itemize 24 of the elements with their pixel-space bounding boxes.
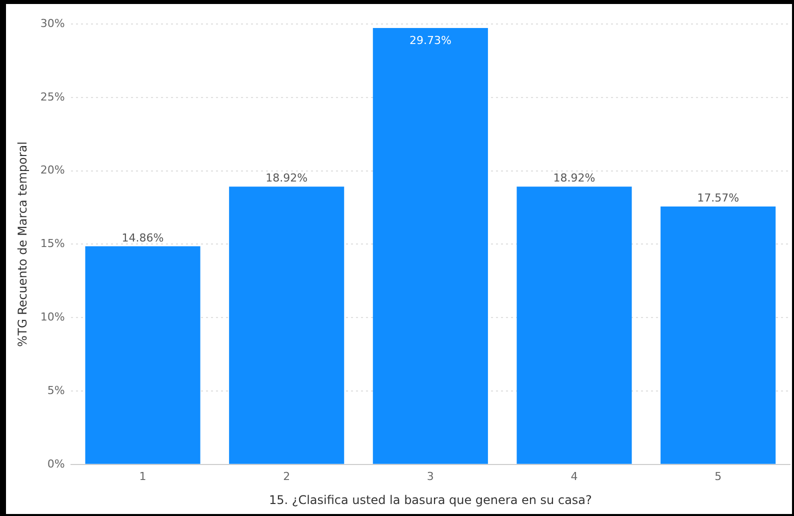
data-label: 17.57% [697,191,740,204]
y-tick-label: 30% [40,16,65,30]
x-tick-label: 3 [426,470,434,483]
y-tick-label: 25% [40,90,65,104]
bar [372,28,488,464]
x-tick-label: 1 [139,470,146,483]
data-label: 18.92% [266,172,308,185]
y-tick-label: 10% [40,310,65,324]
y-tick-label: 20% [40,164,65,177]
data-label: 14.86% [122,231,164,244]
bar [85,246,200,464]
x-axis-title: 15. ¿Clasifica usted la basura que genera en su casa? [268,492,592,507]
y-tick-label: 0% [47,457,65,470]
y-tick-label: 15% [40,237,65,250]
data-label: 18.92% [553,172,596,185]
bar [660,206,776,464]
x-tick-label: 5 [714,470,722,483]
bar [516,186,632,464]
y-axis-title: %TG Recuento de Marca temporal [15,141,30,347]
x-tick-label: 4 [570,470,578,483]
bar [229,186,344,464]
y-tick-label: 5% [47,384,65,397]
x-tick-label: 2 [283,470,290,483]
data-label: 29.73% [409,34,452,47]
